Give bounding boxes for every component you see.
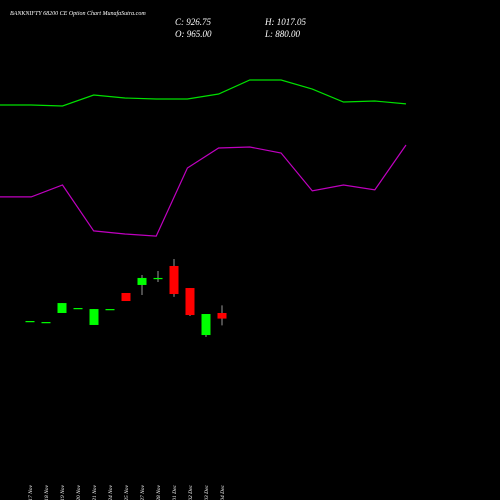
x-tick-label: 03 Dec [204,484,210,500]
x-tick-label: 25 Nov [124,484,130,500]
candle-body [121,292,131,302]
x-tick-label: 21 Nov [92,484,98,500]
x-tick-label: 27 Nov [140,484,146,500]
stat: H: 1017.05 [264,17,306,27]
x-tick-label: 28 Nov [156,484,162,500]
candle-body [105,309,115,311]
stat: L: 880.00 [264,29,301,39]
chart-title: BANKNIFTY 68200 CE Option Chart MunafaSu… [10,10,146,17]
x-tick-label: 18 Nov [44,484,50,500]
stat: O: 965.00 [175,29,212,39]
candle-body [185,288,195,316]
x-tick-label: 19 Nov [60,484,66,500]
candle-body [73,308,83,310]
candle-body [169,265,179,295]
candle-body [57,303,67,313]
stat: C: 926.75 [175,17,212,27]
x-tick-label: 02 Dec [188,484,194,500]
x-tick-label: 20 Nov [76,484,82,500]
line [0,79,407,107]
candle-body [201,314,211,336]
x-tick-label: 01 Dec [172,484,178,500]
candle-body [137,277,147,285]
candle-body [89,309,99,325]
candle-body [153,277,163,280]
candle-body [25,321,35,323]
x-tick-label: 24 Nov [107,484,114,500]
candle-body [217,312,227,319]
x-tick-label: 17 Nov [28,484,34,500]
x-tick-label: 04 Dec [219,484,226,500]
candle-body [41,322,51,324]
line [0,144,407,237]
